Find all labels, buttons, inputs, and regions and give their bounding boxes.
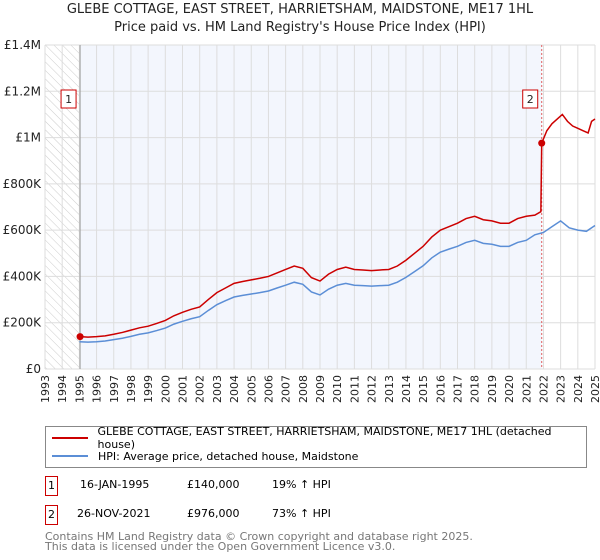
sale-point: [76, 333, 84, 341]
ownership-shade: [80, 45, 542, 369]
x-tick-label: 2008: [297, 375, 310, 403]
y-tick-label: £0: [26, 362, 41, 376]
sale-price: £976,000: [187, 507, 240, 520]
x-tick-label: 2006: [262, 375, 275, 403]
x-tick-label: 2022: [537, 375, 550, 403]
series-line-hpi: [79, 219, 596, 343]
x-tick-label: 1995: [73, 375, 86, 403]
sale-hpi: 73% ↑ HPI: [272, 507, 331, 520]
x-tick-label: 1999: [142, 375, 155, 403]
x-tick-label: 2021: [520, 375, 533, 403]
plot-area: 1993 1994 1995 1996 1997 1998 1999 2000 2001 2002…: [3, 38, 600, 403]
legend-label: HPI: Average price, detached house, Maid…: [98, 449, 359, 463]
chart-subtitle: Price paid vs. HM Land Registry's House …: [114, 20, 486, 35]
x-tick-label: 2007: [280, 375, 293, 403]
x-tick-label: 2002: [194, 375, 207, 403]
x-tick-label: 2013: [383, 375, 396, 403]
sale-date: 26-NOV-2021: [77, 507, 151, 520]
x-tick-label: 2004: [228, 375, 241, 403]
legend-label: GLEBE COTTAGE, EAST STREET, HARRIETSHAM,…: [97, 425, 552, 451]
x-tick-label: 2001: [177, 375, 190, 403]
x-tick-label: 2023: [555, 375, 568, 403]
y-tick-label: £1M: [15, 131, 41, 145]
x-tick-label: 2014: [400, 375, 413, 403]
sale-marker-label: 1: [65, 93, 72, 106]
x-tick-label: 1993: [39, 375, 52, 403]
x-tick-label: 1998: [125, 375, 138, 403]
x-tick-label: 2000: [159, 375, 172, 403]
x-tick-label: 2009: [314, 375, 327, 403]
x-tick-label: 1994: [56, 375, 69, 403]
x-tick-label: 2015: [417, 375, 430, 403]
x-tick-label: 1997: [108, 375, 121, 403]
x-tick-label: 2024: [572, 375, 585, 403]
footer-licence: This data is licensed under the Open Gov…: [45, 540, 396, 553]
y-tick-label: £800K: [3, 177, 43, 191]
x-tick-label: 2020: [503, 375, 516, 403]
x-tick-label: 2016: [434, 375, 447, 403]
chart-title: GLEBE COTTAGE, EAST STREET, HARRIETSHAM,…: [66, 2, 534, 17]
sale-date: 16-JAN-1995: [80, 478, 150, 491]
y-tick-label: £1.2M: [4, 84, 41, 98]
legend: GLEBE COTTAGE, EAST STREET, HARRIETSHAM,…: [45, 425, 587, 468]
sale-marker-box: [522, 89, 539, 109]
x-tick-label: 2011: [348, 375, 361, 403]
sale-marker-box: [60, 89, 77, 109]
sale-point: [538, 139, 546, 147]
y-tick-label: £600K: [3, 223, 43, 237]
legend-item-hpi: HPI: Average price, detached house, Maid…: [52, 448, 358, 464]
x-tick-label: 2018: [469, 375, 482, 403]
x-tick-label: 2005: [245, 375, 258, 403]
sale-badge: 2: [45, 505, 58, 525]
sale-hpi: 19% ↑ HPI: [272, 478, 331, 491]
x-tick-label: 2010: [331, 375, 344, 403]
sale-badge: 1: [45, 476, 58, 496]
x-tick-label: 1996: [91, 375, 104, 403]
footer-copyright: Contains HM Land Registry data © Crown c…: [45, 530, 473, 543]
legend-item-property: GLEBE COTTAGE, EAST STREET, HARRIETSHAM,…: [52, 425, 586, 451]
x-tick-label: 2017: [452, 375, 465, 403]
sale-marker-label: 2: [527, 93, 534, 106]
sale-price: £140,000: [187, 478, 240, 491]
x-tick-label: 2019: [486, 375, 499, 403]
x-tick-label: 2025: [589, 375, 600, 403]
x-tick-label: 2012: [366, 375, 379, 403]
y-tick-label: £400K: [3, 269, 43, 283]
x-tick-label: 2003: [211, 375, 224, 403]
y-tick-label: £1.4M: [4, 38, 41, 52]
y-tick-label: £200K: [3, 316, 43, 330]
